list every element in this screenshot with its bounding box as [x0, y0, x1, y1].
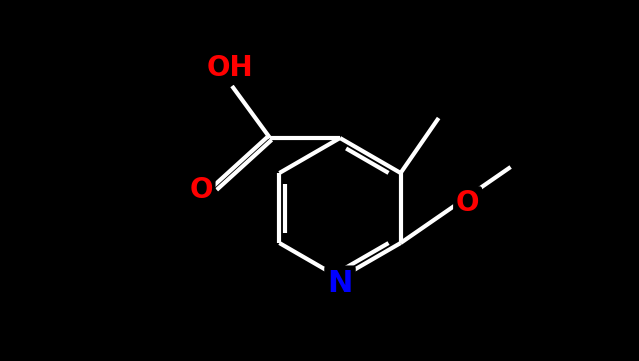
Text: OH: OH	[206, 54, 253, 82]
Text: OH: OH	[206, 54, 253, 82]
Text: O: O	[456, 189, 479, 217]
Text: N: N	[327, 269, 353, 297]
Text: O: O	[189, 176, 213, 204]
Text: O: O	[189, 176, 213, 204]
Text: O: O	[456, 189, 479, 217]
Text: N: N	[327, 269, 353, 297]
